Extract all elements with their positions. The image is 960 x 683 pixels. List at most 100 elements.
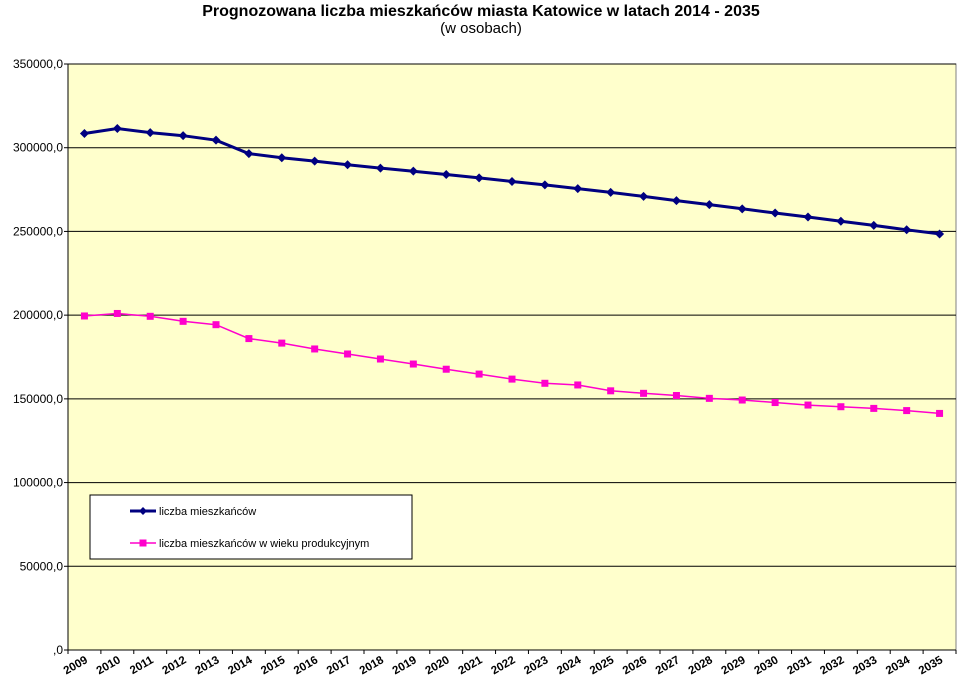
x-tick-label: 2011 — [128, 654, 156, 677]
y-tick-label: 350000,0 — [13, 57, 63, 71]
x-tick-label: 2010 — [95, 654, 123, 677]
x-tick-label: 2015 — [259, 654, 288, 677]
data-point — [606, 187, 616, 197]
x-tick-label: 2012 — [160, 654, 188, 677]
y-tick-label: 150000,0 — [13, 392, 63, 406]
data-point — [935, 229, 945, 239]
x-tick-label: 2016 — [292, 654, 320, 677]
data-point — [376, 355, 384, 363]
x-tick-label: 2022 — [489, 654, 517, 677]
data-point — [277, 153, 287, 163]
data-point — [803, 212, 813, 222]
x-tick-label: 2026 — [621, 654, 649, 677]
series-2 — [80, 309, 944, 417]
data-point — [146, 312, 154, 320]
data-point — [869, 220, 879, 230]
data-point — [475, 370, 483, 378]
data-point — [409, 360, 417, 368]
series-1 — [79, 123, 945, 239]
x-tick-label: 2009 — [62, 654, 90, 677]
x-axis-tick-labels: 2009 2010 2011 2012 2013 2014 2015 2016 2017 2018… — [62, 654, 946, 677]
data-point — [640, 389, 648, 397]
legend-item: liczba mieszkańców — [130, 506, 256, 518]
legend-label: liczba mieszkańców — [159, 506, 256, 518]
data-point — [903, 407, 911, 415]
data-point — [607, 387, 615, 395]
data-point — [112, 123, 122, 133]
data-point — [738, 396, 746, 404]
x-tick-label: 2035 — [917, 654, 946, 677]
data-point — [442, 365, 450, 373]
data-point — [672, 392, 680, 400]
data-point — [145, 128, 155, 138]
y-tick-label: 300000,0 — [13, 141, 63, 155]
x-tick-label: 2018 — [358, 654, 387, 677]
x-tick-label: 2019 — [391, 654, 419, 677]
x-tick-label: 2028 — [687, 654, 716, 677]
data-point — [639, 191, 649, 201]
data-point — [311, 345, 319, 353]
series-layer — [79, 123, 945, 417]
legend-item: liczba mieszkańców w wieku produkcyjnym — [130, 538, 369, 550]
x-tick-label: 2032 — [818, 654, 846, 677]
data-point — [79, 128, 89, 138]
legend-marker — [139, 539, 147, 547]
data-point — [310, 156, 320, 166]
data-point — [244, 149, 254, 159]
data-point — [113, 309, 121, 317]
data-point — [541, 379, 549, 387]
legend-label: liczba mieszkańców w wieku produkcyjnym — [159, 538, 369, 550]
x-tick-label: 2025 — [588, 654, 617, 677]
data-point — [508, 375, 516, 383]
y-tick-label: 200000,0 — [13, 308, 63, 322]
data-point — [573, 184, 583, 194]
data-point — [278, 339, 286, 347]
data-point — [245, 335, 253, 343]
data-point — [574, 381, 582, 389]
x-tick-label: 2017 — [325, 654, 353, 677]
chart-title: Prognozowana liczba mieszkańców miasta K… — [202, 3, 760, 20]
x-tick-label: 2024 — [555, 654, 584, 677]
legend-box — [89, 494, 413, 560]
y-tick-label: ,0 — [53, 643, 63, 657]
x-tick-label: 2013 — [193, 654, 221, 677]
gridlines — [64, 63, 957, 654]
data-point — [178, 131, 188, 141]
data-point — [375, 163, 385, 173]
data-point — [211, 135, 221, 145]
x-tick-label: 2027 — [654, 654, 682, 677]
data-point — [936, 409, 944, 417]
x-tick-label: 2034 — [884, 654, 913, 677]
data-point — [804, 401, 812, 409]
data-point — [441, 170, 451, 180]
chart-subtitle: (w osobach) — [440, 20, 522, 37]
data-point — [179, 317, 187, 325]
plot-area — [67, 63, 957, 651]
data-point — [344, 350, 352, 358]
x-tick-label: 2030 — [752, 654, 780, 677]
data-point — [836, 216, 846, 226]
data-point — [212, 321, 220, 329]
data-point — [474, 173, 484, 183]
data-point — [540, 180, 550, 190]
x-tick-label: 2021 — [456, 654, 485, 677]
data-point — [770, 208, 780, 218]
y-tick-label: 100000,0 — [13, 476, 63, 490]
data-point — [870, 404, 878, 412]
data-point — [408, 166, 418, 176]
data-point — [771, 399, 779, 407]
x-tick-label: 2029 — [720, 654, 748, 677]
x-tick-label: 2023 — [522, 654, 550, 677]
y-tick-label: 250000,0 — [13, 224, 63, 238]
legend: liczba mieszkańców liczba mieszkańców w w… — [89, 494, 413, 560]
data-point — [737, 204, 747, 214]
y-tick-label: 50000,0 — [20, 559, 64, 573]
legend-marker — [139, 507, 147, 515]
data-point — [343, 160, 353, 170]
data-point — [704, 200, 714, 210]
x-tick-label: 2014 — [226, 654, 255, 677]
data-point — [705, 394, 713, 402]
data-point — [507, 177, 517, 187]
data-point — [671, 196, 681, 206]
